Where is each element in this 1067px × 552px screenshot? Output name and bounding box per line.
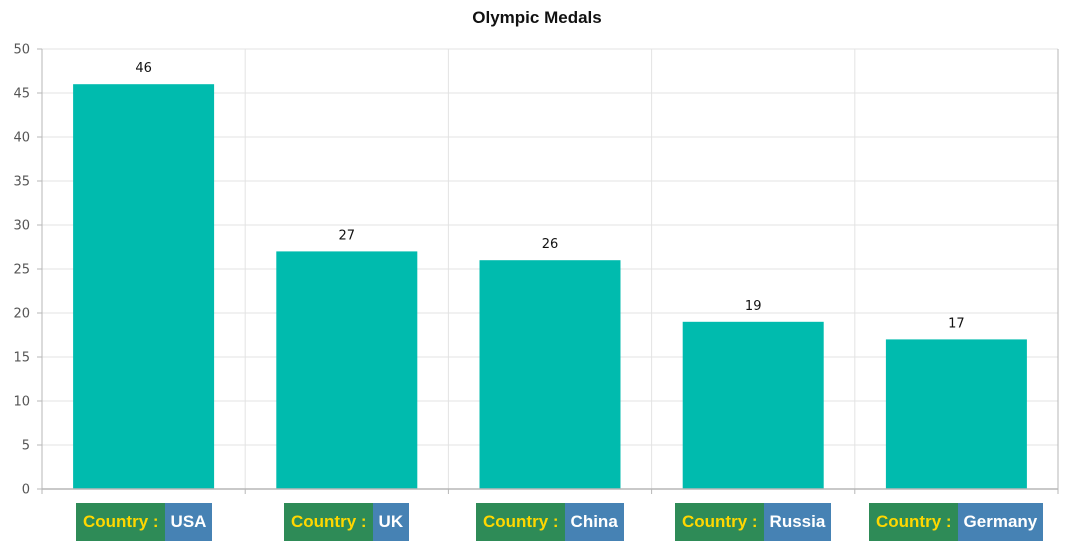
data-label: 17 — [948, 316, 965, 331]
data-label: 19 — [745, 299, 762, 314]
y-tick-label: 5 — [22, 439, 30, 454]
y-tick-label: 0 — [22, 483, 30, 498]
data-label: 46 — [135, 61, 152, 76]
x-axis-label: Country : Germany — [869, 503, 1044, 541]
x-axis-label: Country : USA — [76, 503, 213, 541]
bars — [73, 84, 1027, 489]
y-tick-label: 10 — [13, 395, 30, 410]
x-axis-label-country: Russia — [763, 503, 832, 541]
data-label: 26 — [542, 237, 559, 252]
x-axis-label-prefix: Country : — [675, 503, 764, 541]
x-axis-label: Country : China — [476, 503, 624, 541]
y-tick-label: 50 — [13, 43, 30, 58]
bar-russia[interactable] — [682, 321, 824, 489]
bar-china[interactable] — [479, 260, 621, 489]
y-tick-label: 30 — [13, 219, 30, 234]
x-axis-label-prefix: Country : — [284, 503, 373, 541]
x-axis-label-prefix: Country : — [76, 503, 165, 541]
x-axis-label-country: Germany — [957, 503, 1044, 541]
data-label: 27 — [339, 228, 356, 243]
y-tick-label: 25 — [13, 263, 30, 278]
y-tick-label: 15 — [13, 351, 30, 366]
x-axis-label: Country : UK — [284, 503, 410, 541]
x-axis-label-prefix: Country : — [869, 503, 958, 541]
y-tick-label: 35 — [13, 175, 30, 190]
x-axis-label-country: China — [564, 503, 624, 541]
y-tick-label: 20 — [13, 307, 30, 322]
y-tick-label: 45 — [13, 87, 30, 102]
chart-title: Olympic Medals — [472, 8, 601, 27]
data-labels: 46 27 26 19 17 — [135, 61, 964, 331]
axes: 0 5 10 15 20 25 30 35 40 45 50 — [13, 43, 1059, 498]
x-axis-label-country: UK — [372, 503, 410, 541]
bar-usa[interactable] — [73, 84, 215, 489]
x-axis-label: Country : Russia — [675, 503, 832, 541]
x-axis-label-country: USA — [164, 503, 213, 541]
x-axis-label-prefix: Country : — [476, 503, 565, 541]
bar-uk[interactable] — [276, 251, 418, 489]
y-tick-label: 40 — [13, 131, 30, 146]
bar-germany[interactable] — [885, 339, 1027, 489]
